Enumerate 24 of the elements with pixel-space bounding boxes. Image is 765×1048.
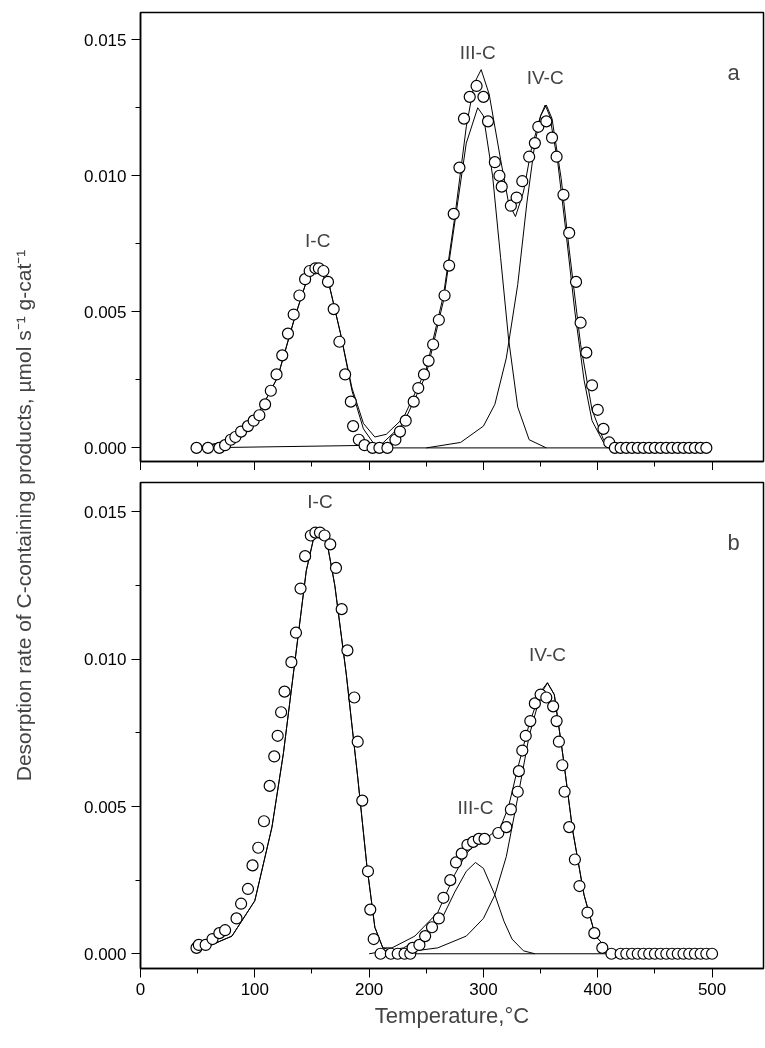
x-tick-label: 0	[135, 979, 146, 999]
y-tick-label: 0.015	[83, 502, 127, 522]
y-tick-label: 0.005	[83, 797, 127, 817]
x-tick-label: 200	[354, 979, 384, 999]
x-tick-label: 100	[240, 979, 270, 999]
y-tick-label: 0.015	[83, 30, 127, 50]
annotation: III-C	[459, 42, 496, 64]
y-tick-label: 0.010	[83, 166, 127, 186]
x-tick-label: 300	[469, 979, 498, 999]
y-tick-label: 0.000	[83, 438, 127, 458]
x-tick-label: 500	[697, 979, 727, 999]
x-tick-label: 400	[583, 979, 612, 999]
y-tick-label: 0.005	[83, 302, 127, 322]
x-axis-title: Temperature,°C	[374, 1002, 530, 1028]
y-axis-title: Desorption rate of C-containing products, µmol s⁻¹ g-cat⁻¹	[11, 249, 35, 782]
y-tick-label: 0.010	[83, 650, 127, 670]
annotation: I-C	[307, 491, 333, 513]
annotation: I-C	[305, 229, 331, 251]
annotation: III-C	[457, 796, 494, 818]
annotation: IV-C	[526, 66, 564, 88]
annotation: IV-C	[528, 644, 566, 666]
y-tick-label: 0.000	[83, 944, 127, 964]
annotation: b	[727, 530, 740, 555]
annotation: a	[727, 60, 741, 85]
